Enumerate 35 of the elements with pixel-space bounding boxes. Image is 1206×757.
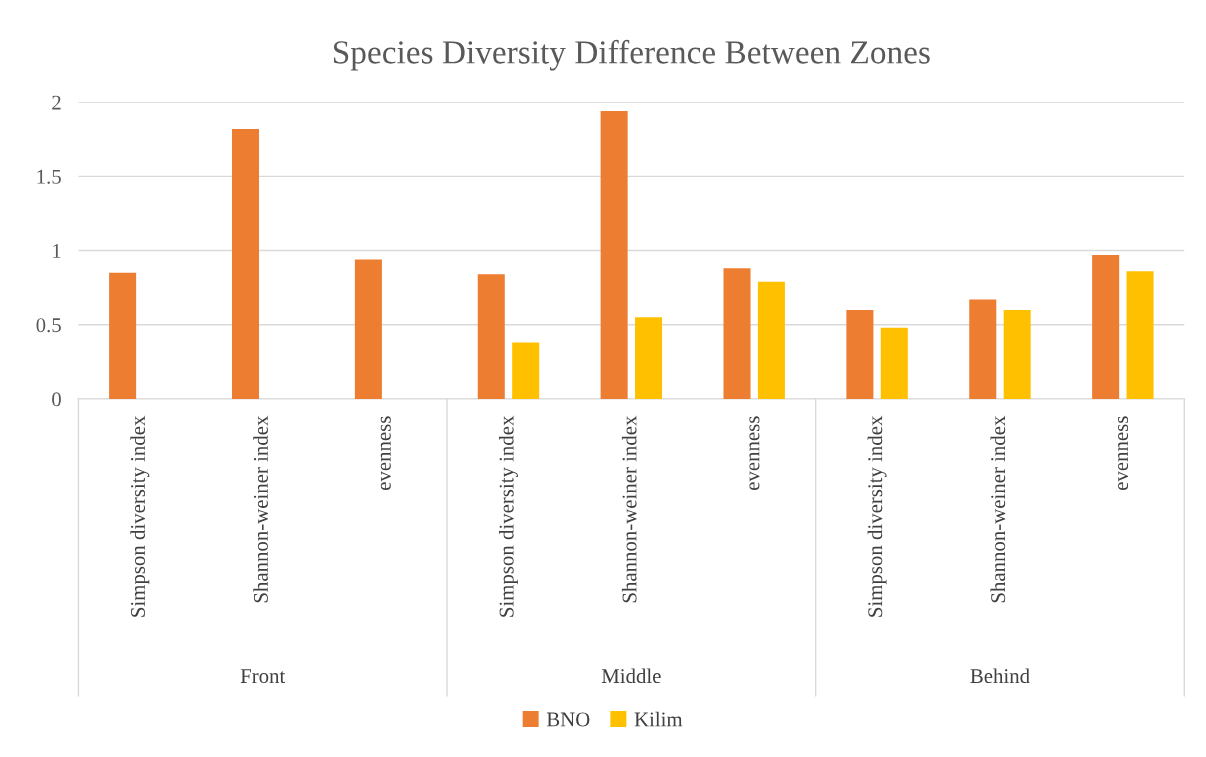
text: Front [240, 669, 286, 684]
y-tick-label: 0.5 [36, 318, 61, 333]
x-tick-label: evenness [1118, 416, 1129, 490]
legend-label: Kilim [634, 711, 683, 727]
bar [512, 342, 540, 399]
text: Middle [601, 668, 661, 684]
x-tick-label: Shannon-weiner index [621, 415, 637, 603]
legend-label: BNO [546, 712, 590, 727]
bar [1003, 309, 1031, 399]
x-tick-label: Simpson diversity index [498, 415, 518, 617]
bar [723, 268, 751, 399]
x-tick-label: Simpson diversity index [130, 415, 150, 617]
text: Behind [970, 668, 1030, 684]
bar [969, 299, 997, 399]
x-tick-label: Simpson diversity index [867, 415, 887, 617]
bar [477, 274, 505, 399]
bar [1092, 255, 1120, 399]
x-tick-label: evenness [749, 416, 760, 490]
bar [109, 272, 137, 399]
x-tick-label: Shannon-weiner index [253, 415, 268, 603]
y-tick-label: 1.5 [37, 169, 61, 184]
bar [757, 281, 785, 399]
bar [635, 317, 663, 399]
x-tick-label: evenness [380, 416, 391, 490]
y-tick-label: 0 [52, 392, 61, 407]
x-tick-label: Shannon-weiner index [990, 415, 1006, 603]
y-tick-label: 1 [53, 244, 61, 258]
bar [231, 128, 260, 399]
y-tick-label: 2 [52, 95, 61, 110]
bar [846, 309, 874, 399]
bar [880, 327, 908, 399]
chart-title: Species Diversity Difference Between Zones [333, 39, 930, 71]
bar [354, 259, 382, 399]
bar [600, 111, 628, 399]
bar [1126, 271, 1154, 399]
